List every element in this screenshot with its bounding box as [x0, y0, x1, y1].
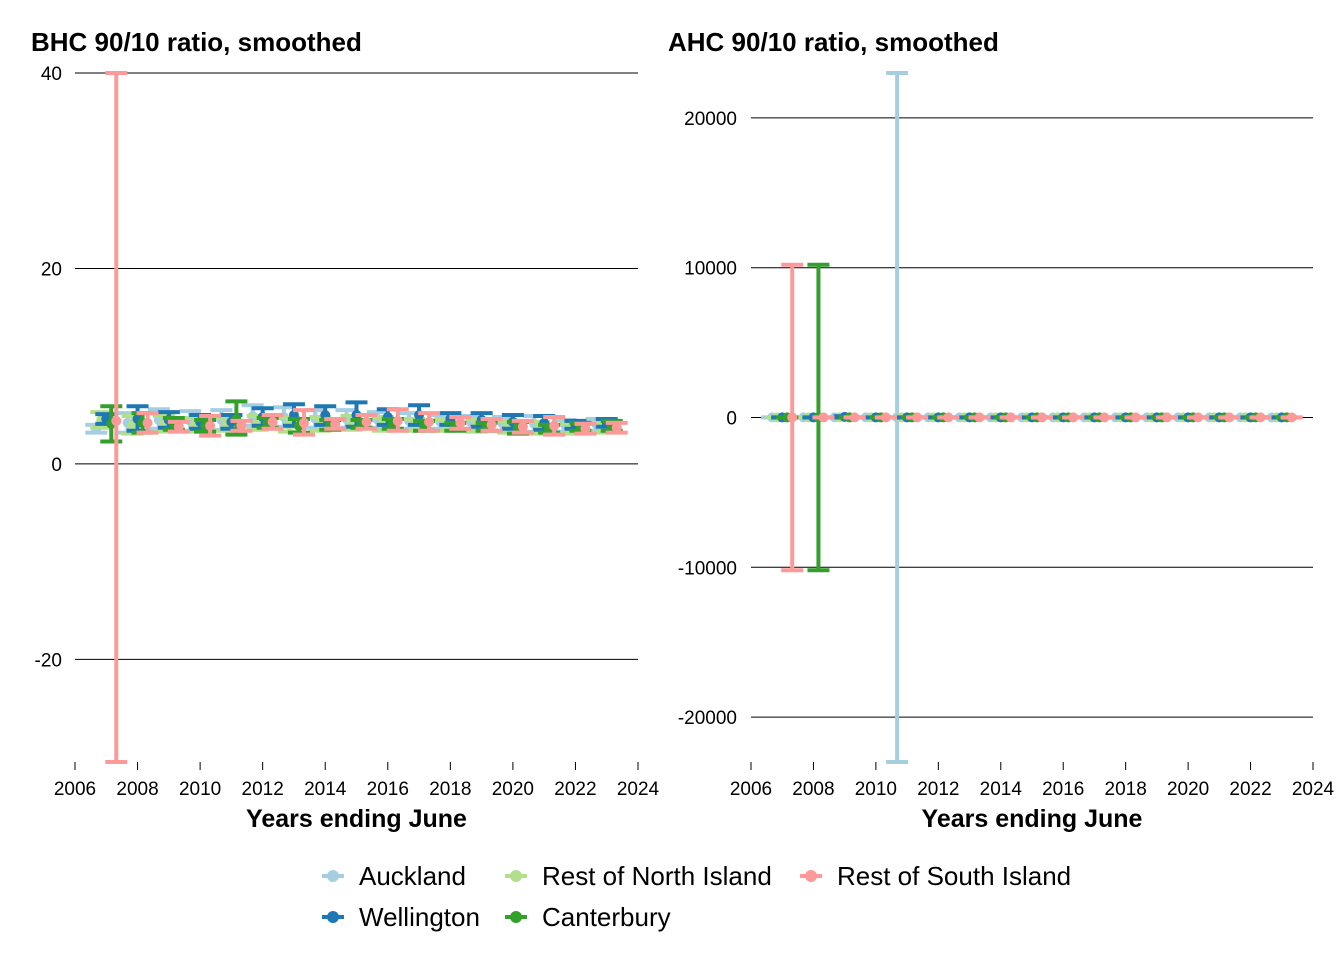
series-rest-of-south-island	[105, 71, 628, 764]
data-point	[1068, 412, 1079, 423]
x-tick-label: 2022	[1229, 779, 1271, 800]
data-point	[455, 417, 466, 428]
data-point	[880, 412, 891, 423]
y-tick-label: -20	[35, 650, 62, 671]
data-point	[1099, 412, 1110, 423]
x-tick-label: 2006	[54, 779, 96, 800]
data-point	[330, 418, 341, 429]
data-point	[236, 420, 247, 431]
x-tick-label: 2024	[617, 779, 660, 800]
y-tick-label: 10000	[684, 259, 737, 280]
panel-title: AHC 90/10 ratio, smoothed	[668, 27, 999, 57]
y-tick-label: -20000	[678, 708, 737, 729]
data-point	[549, 420, 560, 431]
data-point	[849, 412, 860, 423]
y-tick-label: 0	[51, 455, 62, 476]
bhc-panel: BHC 90/10 ratio, smoothed -20 0 20 40 2006 200…	[31, 27, 660, 833]
x-axis-label: Years ending June	[246, 805, 467, 833]
data-point	[1161, 412, 1172, 423]
data-point	[111, 415, 122, 426]
series-rest-of-south-island	[781, 262, 1303, 573]
x-tick-label: 2016	[1042, 779, 1084, 800]
x-tick-label: 2012	[242, 779, 284, 800]
x-tick-label: 2022	[554, 779, 596, 800]
x-tick-label: 2010	[855, 779, 897, 800]
legend-label: Auckland	[359, 861, 466, 891]
legend-swatch-point	[327, 870, 339, 882]
legend-label: Wellington	[359, 902, 480, 932]
data-point	[142, 417, 153, 428]
x-tick-label: 2012	[917, 779, 959, 800]
legend-item: Wellington	[322, 902, 480, 932]
series-layer	[761, 71, 1303, 764]
legend-swatch-point	[327, 911, 339, 923]
data-point	[580, 423, 591, 434]
data-point	[486, 419, 497, 430]
data-point	[267, 416, 278, 427]
x-tick-label: 2008	[792, 779, 834, 800]
ahc-panel: AHC 90/10 ratio, smoothed -20000 -10000 0 10…	[668, 27, 1335, 833]
y-tick-label: 20	[41, 259, 62, 280]
x-tick-label: 2008	[116, 779, 158, 800]
x-tick-label: 2020	[492, 779, 534, 800]
data-point	[392, 415, 403, 426]
x-tick-label: 2020	[1167, 779, 1209, 800]
legend-swatch-point	[805, 870, 817, 882]
data-point	[818, 412, 829, 423]
legend-label: Canterbury	[542, 902, 671, 932]
x-tick-label: 2024	[1292, 779, 1335, 800]
legend-swatch-point	[510, 911, 522, 923]
legend-item: Rest of South Island	[800, 861, 1071, 891]
data-point	[1255, 412, 1266, 423]
legend-item: Rest of North Island	[505, 861, 772, 891]
x-tick-label: 2010	[179, 779, 221, 800]
legend-item: Auckland	[322, 861, 466, 891]
legend-swatch-point	[510, 870, 522, 882]
x-tick-label: 2006	[730, 779, 772, 800]
panel-title: BHC 90/10 ratio, smoothed	[31, 27, 362, 57]
y-tick-label: 20000	[684, 109, 737, 130]
x-axis-label: Years ending June	[922, 805, 1143, 833]
data-point	[1130, 412, 1141, 423]
data-point	[205, 420, 216, 431]
data-point	[611, 422, 622, 433]
legend-label: Rest of South Island	[837, 861, 1071, 891]
data-point	[1286, 412, 1297, 423]
x-tick-label: 2018	[429, 779, 471, 800]
data-point	[424, 416, 435, 427]
data-point	[517, 421, 528, 432]
legend: Auckland Rest of North Island Rest of Sout…	[322, 861, 1071, 932]
y-tick-label: 40	[41, 64, 62, 85]
y-tick-label: 0	[726, 409, 737, 430]
y-tick-label: -10000	[678, 558, 737, 579]
data-point	[1224, 412, 1235, 423]
data-point	[1193, 412, 1204, 423]
legend-label: Rest of North Island	[542, 861, 772, 891]
x-tick-label: 2016	[367, 779, 409, 800]
data-point	[1005, 412, 1016, 423]
x-tick-label: 2014	[304, 779, 347, 800]
x-tick-label: 2018	[1105, 779, 1147, 800]
data-point	[173, 421, 184, 432]
data-point	[974, 412, 985, 423]
data-point	[943, 412, 954, 423]
x-tick-label: 2014	[980, 779, 1023, 800]
data-point	[298, 417, 309, 428]
data-point	[1037, 412, 1047, 423]
data-point	[787, 412, 798, 423]
series-layer	[85, 71, 628, 764]
data-point	[361, 416, 372, 427]
data-point	[912, 412, 923, 423]
legend-item: Canterbury	[505, 902, 671, 932]
